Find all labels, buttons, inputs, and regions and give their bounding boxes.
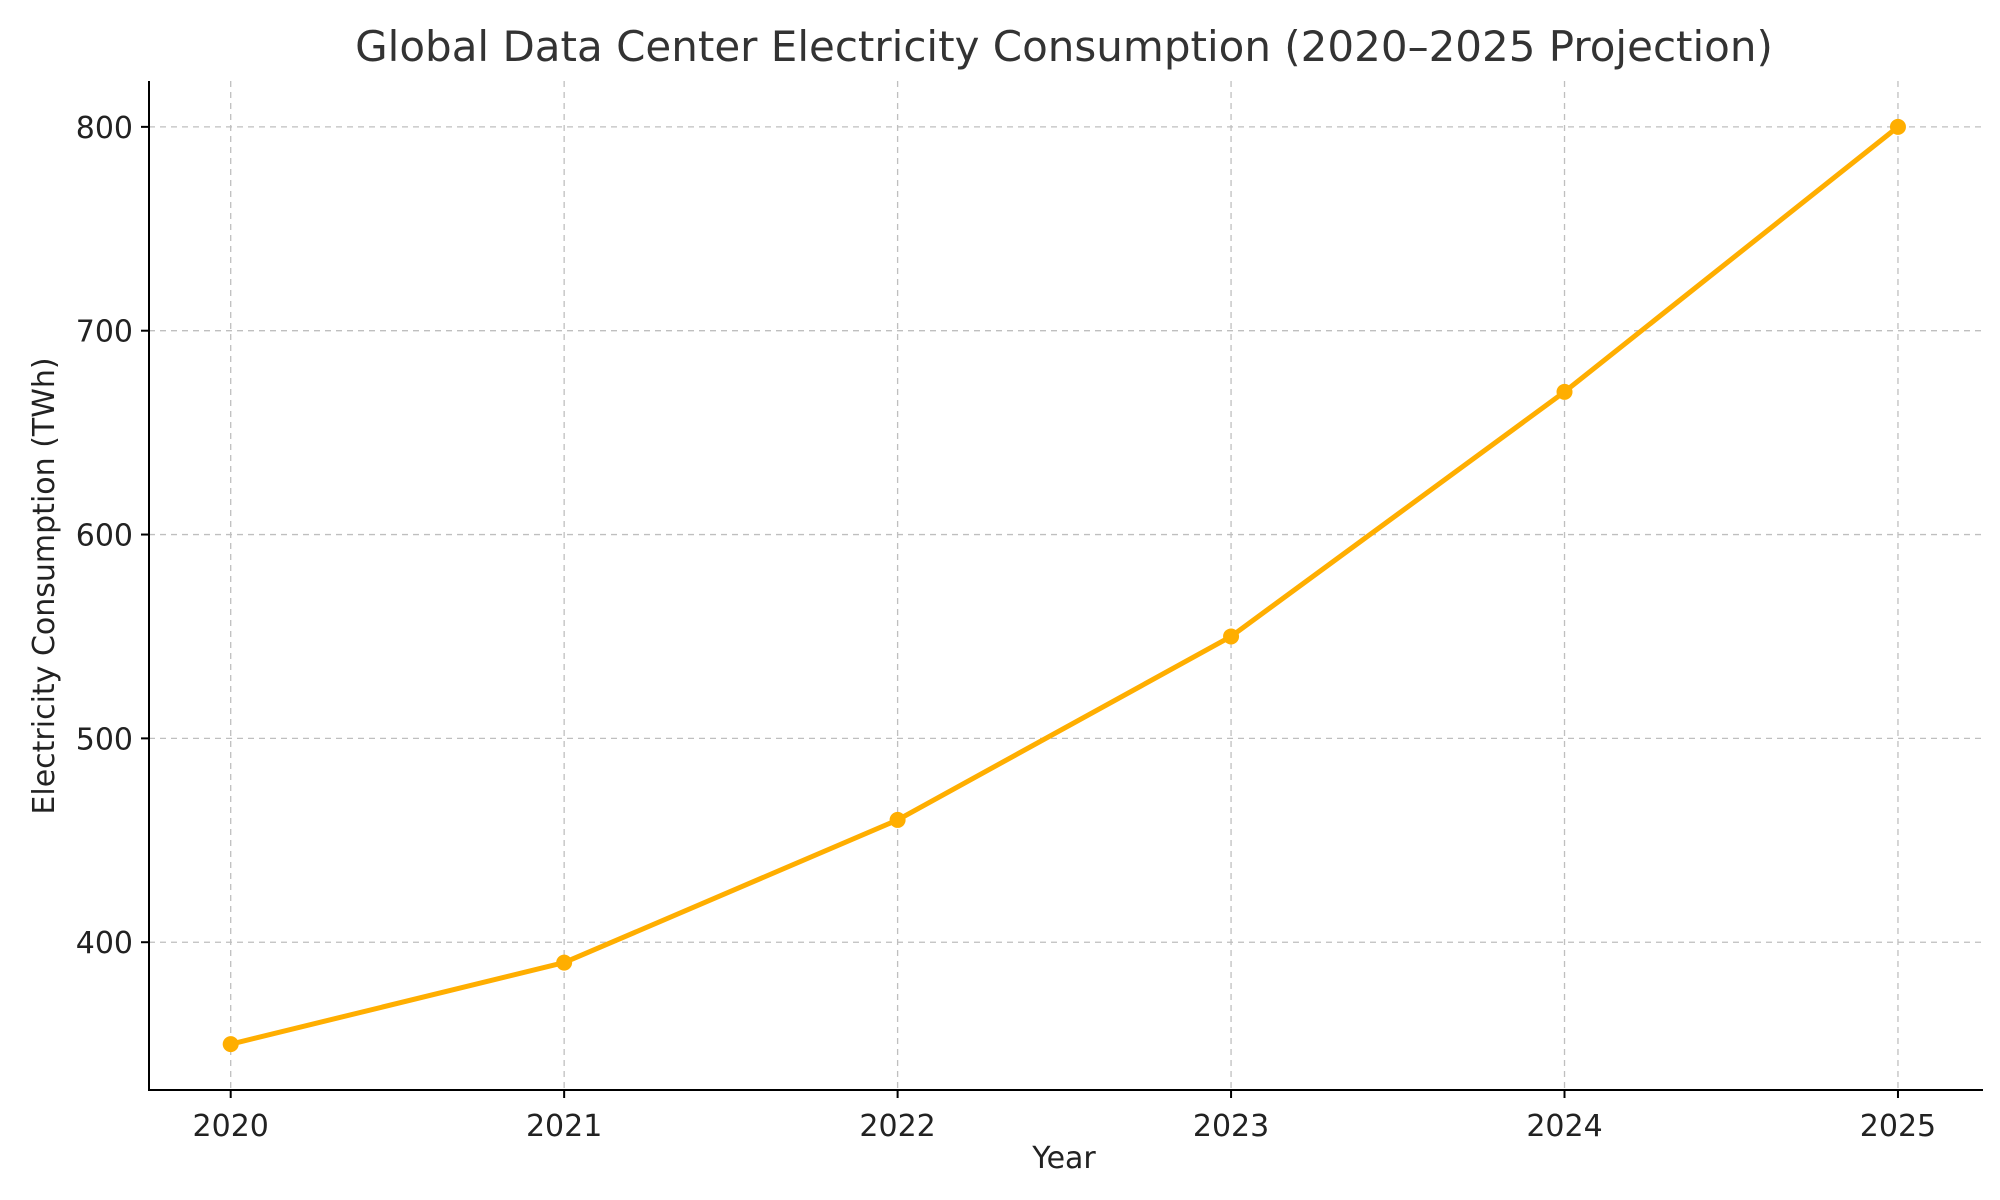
grid: [149, 81, 1983, 1090]
data-point-2020: [222, 1036, 239, 1053]
y-tick-label-700: 700: [76, 315, 133, 350]
x-tick-label-2022: 2022: [859, 1109, 935, 1144]
data-point-2022: [889, 811, 906, 828]
y-tick-label-400: 400: [76, 926, 133, 961]
y-tick-label-500: 500: [76, 722, 133, 757]
data-point-2023: [1223, 628, 1240, 645]
series: [222, 118, 1906, 1053]
ticks: 2020 2021 2022 2023 2024 2025 400 500 600 700 800: [76, 111, 1936, 1144]
x-tick-label-2021: 2021: [526, 1109, 602, 1144]
chart-title: Global Data Center Electricity Consumpti…: [355, 22, 1773, 71]
x-tick-label-2024: 2024: [1526, 1109, 1602, 1144]
series-line: [228, 124, 1901, 1047]
y-tick-label-600: 600: [76, 519, 133, 554]
data-point-2025: [1889, 118, 1906, 135]
data-point-2024: [1556, 383, 1573, 400]
x-tick-label-2023: 2023: [1193, 1109, 1269, 1144]
x-tick-label-2020: 2020: [193, 1109, 269, 1144]
x-axis-label: Year: [1031, 1141, 1096, 1176]
data-point-2021: [556, 954, 573, 971]
y-axis-label: Electricity Consumption (TWh): [27, 357, 62, 814]
x-tick-label-2025: 2025: [1860, 1109, 1936, 1144]
axes: [148, 81, 1983, 1091]
y-tick-label-800: 800: [76, 111, 133, 146]
